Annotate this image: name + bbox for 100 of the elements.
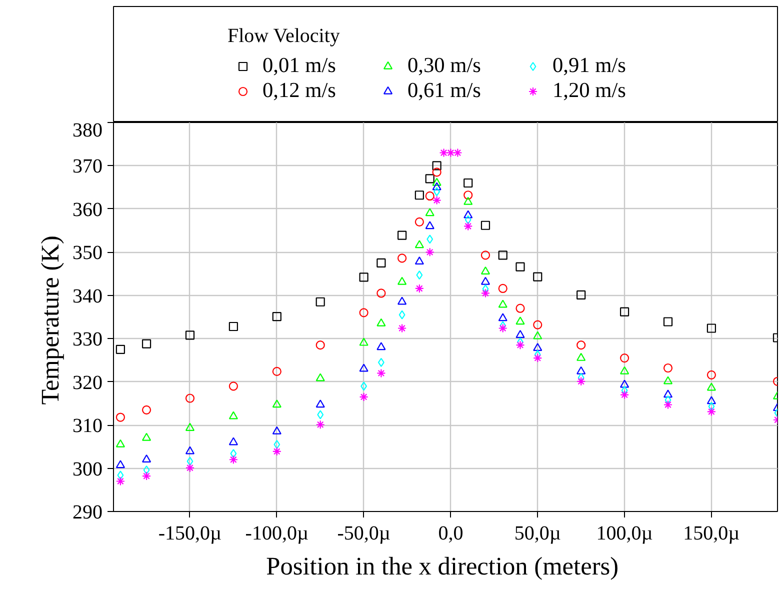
point: [378, 358, 384, 367]
point: [576, 290, 586, 300]
point: [464, 178, 473, 188]
point: [397, 254, 407, 263]
point: [620, 380, 630, 388]
point: [359, 308, 368, 318]
point: [272, 312, 282, 322]
y-tick-label: 290: [72, 502, 102, 524]
y-tick-label: 330: [72, 328, 102, 351]
point: [228, 382, 238, 391]
point: [142, 339, 152, 348]
point: [576, 366, 586, 374]
legend-label: 0,61 m/s: [408, 78, 482, 103]
legend-label: 0,01 m/s: [262, 53, 337, 78]
point: [142, 432, 152, 441]
point: [533, 354, 542, 363]
point: [439, 148, 448, 158]
point: [516, 340, 525, 350]
point: [516, 304, 525, 313]
point: [425, 221, 434, 230]
point: [185, 446, 195, 454]
point: [620, 307, 630, 316]
point: [116, 344, 126, 354]
point: [359, 364, 368, 372]
point: [185, 422, 195, 431]
y-tick-label: 300: [72, 458, 102, 480]
point: [425, 208, 434, 216]
point: [480, 276, 490, 285]
point: [142, 405, 152, 414]
point: [708, 402, 715, 412]
point: [480, 266, 490, 274]
point: [414, 217, 424, 226]
point: [414, 240, 424, 248]
point: [116, 439, 126, 448]
point: [464, 196, 473, 205]
y-tick-label: 360: [72, 198, 102, 221]
point: [414, 284, 424, 294]
point: [316, 373, 325, 382]
point: [434, 187, 440, 196]
point: [480, 288, 490, 298]
point: [117, 470, 124, 480]
point: [185, 394, 195, 403]
point: [397, 230, 407, 240]
point: [464, 222, 473, 231]
point: [116, 412, 126, 422]
point: [376, 288, 386, 298]
point: [230, 449, 237, 458]
point: [425, 174, 434, 184]
point: [620, 366, 630, 374]
point: [620, 354, 630, 363]
point: [228, 437, 238, 446]
y-tick-label: 380: [72, 120, 102, 142]
point: [397, 296, 407, 305]
point: [414, 190, 424, 200]
point: [516, 262, 525, 272]
legend-label: 1,20 m/s: [552, 78, 627, 103]
point: [397, 324, 407, 333]
point: [498, 313, 508, 322]
point: [533, 342, 542, 351]
point: [498, 300, 508, 308]
point: [397, 276, 407, 285]
point: [376, 368, 386, 378]
point: [359, 272, 368, 282]
point: [432, 182, 442, 190]
point: [359, 338, 368, 346]
point: [414, 256, 424, 265]
point: [464, 210, 473, 218]
point: [274, 440, 280, 450]
point: [453, 148, 462, 158]
point: [533, 320, 542, 330]
x-tick-label: -100,0µ: [245, 522, 308, 544]
x-tick-label: -150,0µ: [158, 522, 222, 544]
legend-label: 0,12 m/s: [262, 78, 337, 103]
point: [663, 400, 673, 410]
point: [533, 331, 542, 340]
point: [116, 460, 126, 468]
point: [142, 472, 152, 481]
x-tick-label: 150,0µ: [683, 522, 740, 544]
point: [398, 310, 406, 320]
point: [416, 270, 423, 280]
point: [480, 250, 490, 260]
point: [186, 456, 194, 466]
point: [706, 370, 716, 380]
point: [376, 258, 386, 268]
point: [498, 284, 508, 294]
x-tick-label: 100,0µ: [596, 522, 653, 544]
point: [316, 420, 325, 430]
point: [432, 196, 442, 205]
y-tick-label: 350: [72, 242, 102, 264]
point: [359, 392, 368, 402]
point: [663, 390, 673, 398]
point: [446, 148, 456, 158]
point: [706, 396, 716, 404]
point: [706, 407, 716, 416]
point: [706, 382, 716, 391]
point: [142, 454, 152, 462]
point: [516, 330, 525, 338]
x-tick-label: 0,0: [438, 522, 464, 544]
point: [272, 426, 282, 434]
point: [516, 316, 525, 325]
